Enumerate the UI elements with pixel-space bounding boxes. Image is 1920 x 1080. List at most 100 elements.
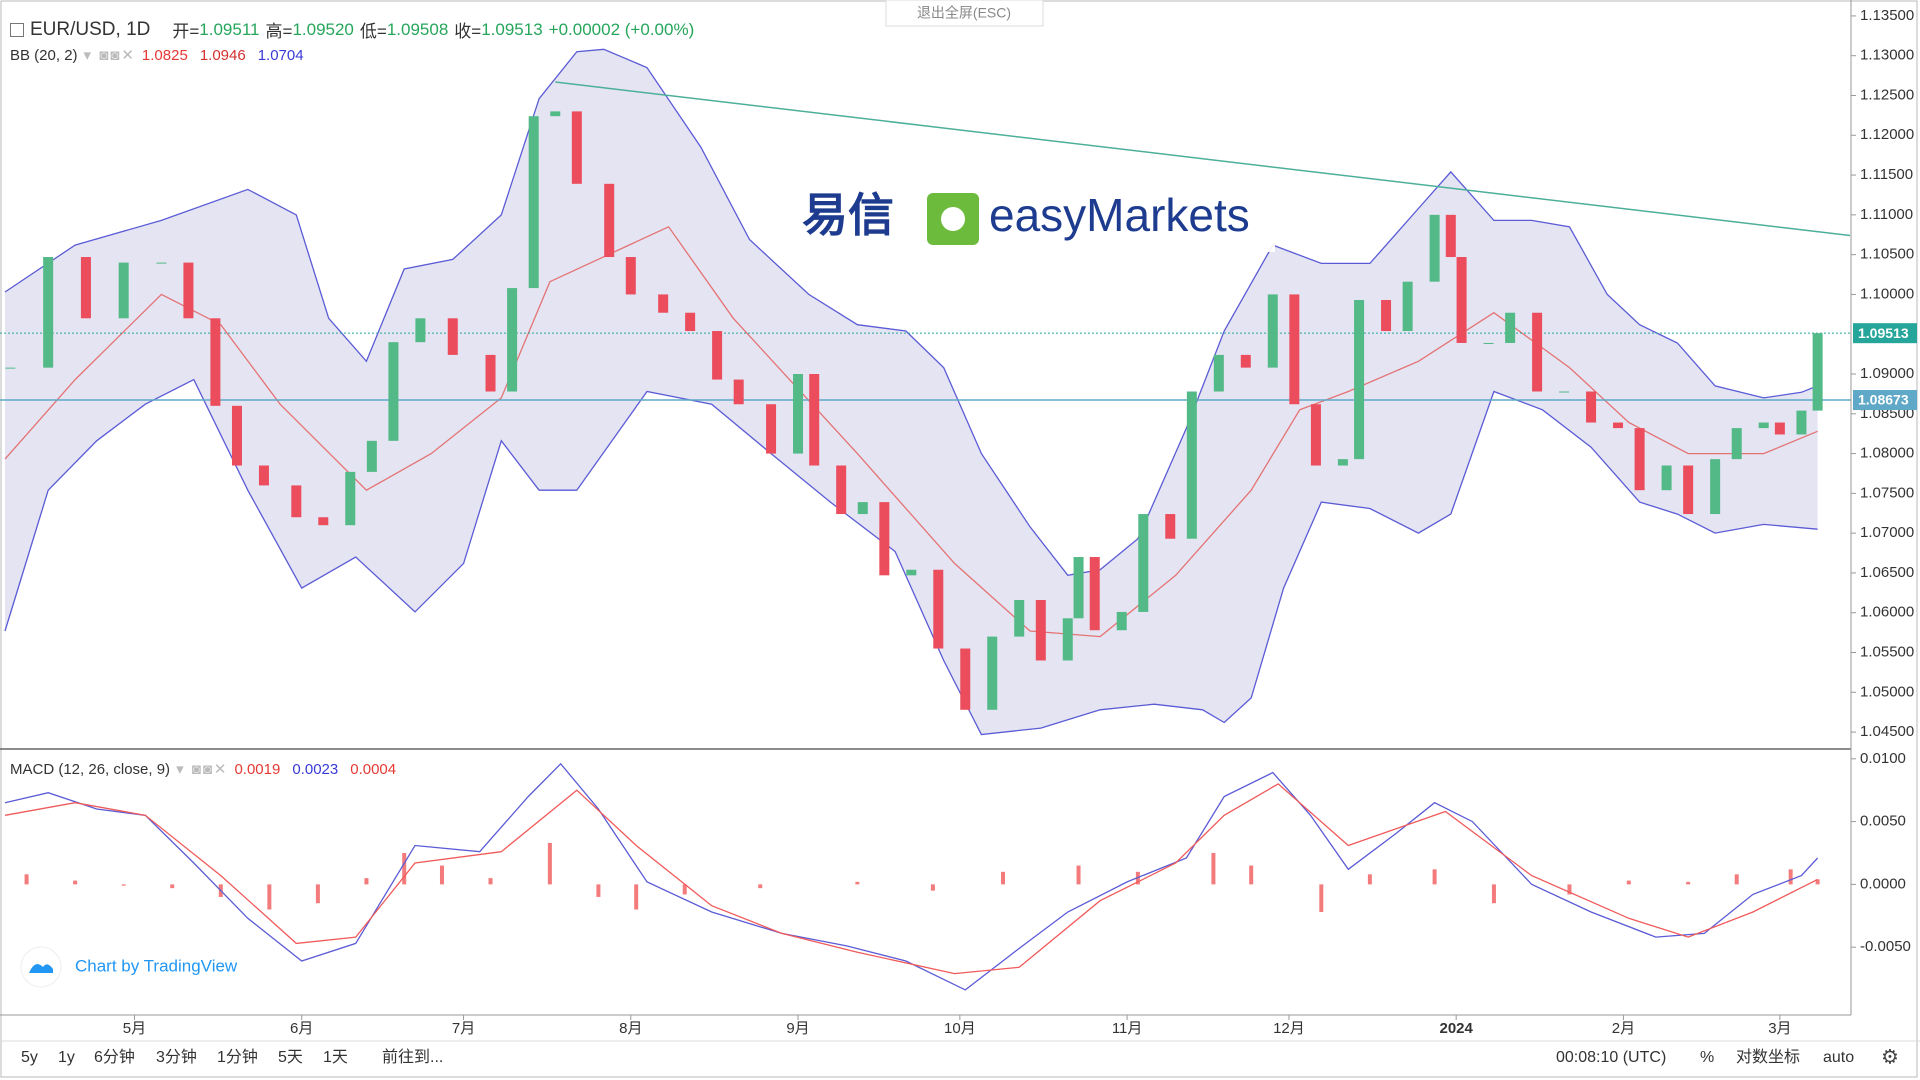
x-tick-label: 12月 bbox=[1273, 1020, 1305, 1037]
y-tick-label: 1.12500 bbox=[1860, 86, 1914, 103]
candle bbox=[183, 262, 194, 319]
candle bbox=[685, 312, 696, 332]
candle bbox=[1758, 422, 1769, 429]
candle bbox=[1165, 514, 1176, 539]
macd-value: 0.0019 bbox=[234, 760, 281, 778]
histogram-bar bbox=[1686, 881, 1691, 885]
candle bbox=[485, 354, 496, 392]
watermark-bg bbox=[790, 182, 1275, 252]
tv-logo-cloud bbox=[29, 964, 53, 973]
histogram-bar bbox=[24, 874, 29, 885]
y-tick-label: 1.10000 bbox=[1860, 285, 1914, 302]
candle bbox=[550, 111, 561, 117]
candle bbox=[1456, 257, 1467, 343]
y-tick-label: 1.07000 bbox=[1860, 524, 1914, 541]
macd-line bbox=[4, 783, 1818, 975]
candle bbox=[1062, 618, 1073, 661]
high-value: 1.09520 bbox=[292, 19, 354, 39]
collapse-icon[interactable] bbox=[10, 22, 24, 37]
candle bbox=[1014, 599, 1025, 637]
candle bbox=[231, 405, 242, 466]
toolbar-button[interactable]: % bbox=[1700, 1049, 1715, 1066]
histogram-bar bbox=[1734, 874, 1739, 885]
candle bbox=[528, 116, 539, 289]
price-label: 1.09513 bbox=[1858, 325, 1909, 341]
x-tick-label: 11月 bbox=[1112, 1020, 1143, 1037]
watermark-cn: 易信 bbox=[802, 189, 894, 241]
histogram-bar bbox=[1567, 884, 1572, 895]
macd-controls[interactable]: ▾ ◙◙✕ bbox=[176, 761, 229, 778]
toolbar-button[interactable]: 1天 bbox=[323, 1049, 348, 1066]
histogram-bar bbox=[855, 881, 860, 885]
candle bbox=[291, 485, 302, 518]
candle bbox=[156, 262, 167, 264]
macd-name: MACD (12, 26, close, 9) bbox=[10, 760, 171, 778]
bb-values: 1.0825 1.0946 1.0704 bbox=[142, 47, 304, 64]
histogram-bar bbox=[634, 884, 639, 910]
x-tick-label: 3月 bbox=[1768, 1020, 1791, 1037]
candle bbox=[1634, 428, 1645, 491]
toolbar-button[interactable]: 3分钟 bbox=[156, 1049, 197, 1066]
candle bbox=[879, 502, 890, 576]
branding[interactable]: Chart by TradingView bbox=[75, 956, 238, 975]
candle bbox=[809, 374, 820, 466]
histogram-bar bbox=[1249, 865, 1254, 885]
fullscreen-hint-box[interactable] bbox=[885, 0, 1044, 27]
low-value: 1.09508 bbox=[386, 19, 449, 39]
y-tick-label: 1.09000 bbox=[1860, 365, 1914, 382]
candle bbox=[857, 502, 868, 515]
candle bbox=[1240, 354, 1251, 368]
candle bbox=[1774, 422, 1785, 435]
candle bbox=[1186, 391, 1197, 539]
settings-gear[interactable]: ⚙ bbox=[1881, 1046, 1899, 1068]
toolbar-button[interactable]: 5y bbox=[21, 1049, 38, 1066]
x-tick-label: 5月 bbox=[123, 1020, 146, 1037]
toolbar-button[interactable]: 1分钟 bbox=[217, 1049, 258, 1066]
histogram-bar bbox=[439, 865, 444, 885]
open-value: 1.09511 bbox=[199, 19, 260, 39]
candle bbox=[604, 183, 615, 258]
candle bbox=[1483, 342, 1494, 344]
candle bbox=[1586, 391, 1597, 423]
y-tick-label: 1.13500 bbox=[1860, 7, 1914, 24]
macd-legend: MACD (12, 26, close, 9) ▾ ◙◙✕ 0.0019 0.00… bbox=[10, 760, 396, 779]
candle bbox=[1661, 465, 1672, 491]
toolbar-button[interactable]: 5天 bbox=[278, 1049, 303, 1066]
close-value: 1.09513 bbox=[481, 19, 543, 39]
y-tick-label: 1.11500 bbox=[1860, 166, 1913, 183]
x-tick-label: 9月 bbox=[786, 1020, 809, 1037]
candle bbox=[1532, 312, 1543, 392]
open-label: 开= bbox=[172, 22, 200, 41]
toolbar-button[interactable]: 1y bbox=[58, 1049, 75, 1066]
toolbar-button[interactable]: auto bbox=[1823, 1049, 1855, 1066]
candle bbox=[5, 367, 16, 369]
candle bbox=[1213, 354, 1224, 392]
toolbar-button[interactable]: 对数坐标 bbox=[1736, 1049, 1801, 1066]
candle bbox=[1796, 410, 1807, 435]
y-tick-label: 1.12000 bbox=[1860, 126, 1914, 143]
histogram-bar bbox=[315, 884, 320, 904]
candle bbox=[1731, 428, 1742, 460]
histogram-bar bbox=[364, 878, 369, 885]
watermark-logo-dot bbox=[941, 207, 965, 231]
y-tick-label: 1.13000 bbox=[1860, 47, 1914, 64]
bb-line bbox=[4, 378, 1818, 736]
bb-controls[interactable]: ▾ ◙◙✕ bbox=[83, 47, 136, 64]
candle bbox=[1337, 459, 1348, 466]
candle bbox=[1116, 611, 1127, 631]
bb-value: 1.0704 bbox=[257, 46, 304, 64]
x-tick-label: 6月 bbox=[290, 1020, 313, 1037]
bb-line bbox=[4, 48, 1818, 577]
price-label-box bbox=[1853, 390, 1917, 411]
fullscreen-hint[interactable]: 退出全屏(ESC) bbox=[917, 5, 1011, 21]
toolbar-button[interactable]: 前往到... bbox=[382, 1049, 444, 1066]
candle bbox=[1812, 333, 1823, 411]
candle bbox=[258, 465, 269, 486]
y-tick-label: 0.0100 bbox=[1860, 750, 1906, 767]
y-tick-label: 1.05000 bbox=[1860, 683, 1914, 700]
candle bbox=[366, 440, 377, 472]
candle bbox=[1073, 557, 1084, 619]
trend-line bbox=[555, 81, 1851, 237]
toolbar-button[interactable]: 6分钟 bbox=[94, 1049, 135, 1066]
